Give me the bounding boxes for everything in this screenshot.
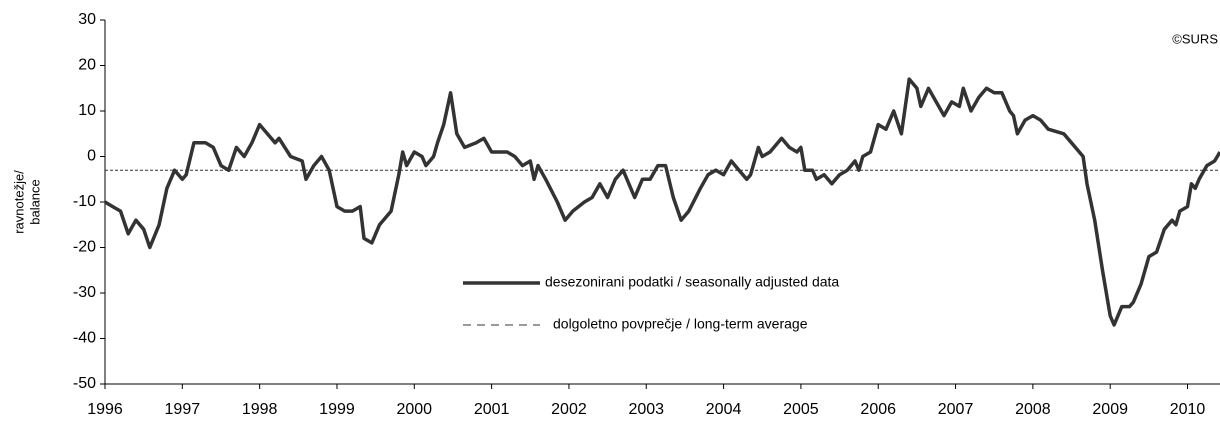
x-tick-label: 1999 bbox=[319, 401, 355, 418]
y-axis-title: ravnotežje/ balance bbox=[11, 170, 42, 234]
y-axis-title-line: ravnotežje/ bbox=[11, 170, 26, 234]
y-tick-label: -50 bbox=[73, 375, 96, 392]
y-tick-label: -40 bbox=[73, 330, 96, 347]
x-tick-label: 1997 bbox=[165, 401, 201, 418]
x-tick-label: 2009 bbox=[1092, 401, 1128, 418]
x-tick-label: 2006 bbox=[860, 401, 896, 418]
y-tick-label: 20 bbox=[78, 57, 96, 74]
x-tick-label: 2003 bbox=[628, 401, 664, 418]
y-tick-label: 0 bbox=[87, 148, 96, 165]
x-tick-label: 1996 bbox=[87, 401, 123, 418]
x-tick-label: 2007 bbox=[938, 401, 974, 418]
x-tick-label: 2008 bbox=[1015, 401, 1051, 418]
y-tick-label: 10 bbox=[78, 102, 96, 119]
legend-label: desezonirani podatki / seasonally adjust… bbox=[545, 274, 839, 290]
copyright: ©SURS bbox=[1172, 31, 1218, 46]
x-tick-label: 2005 bbox=[783, 401, 819, 418]
x-tick-label: 1998 bbox=[242, 401, 278, 418]
x-tick-label: 2000 bbox=[396, 401, 432, 418]
x-tick-label: 2001 bbox=[474, 401, 510, 418]
y-tick-label: -20 bbox=[73, 239, 96, 256]
y-tick-label: -10 bbox=[73, 193, 96, 210]
x-tick-label: 2004 bbox=[706, 401, 742, 418]
y-tick-label: 30 bbox=[78, 11, 96, 28]
x-tick-label: 2002 bbox=[551, 401, 587, 418]
legend-label: dolgoletno povprečje / long-term average bbox=[553, 316, 808, 332]
data-line bbox=[104, 77, 1220, 327]
y-axis-title-line: balance bbox=[27, 179, 42, 225]
x-tick-label: 2010 bbox=[1170, 401, 1206, 418]
y-tick-label: -30 bbox=[73, 284, 96, 301]
